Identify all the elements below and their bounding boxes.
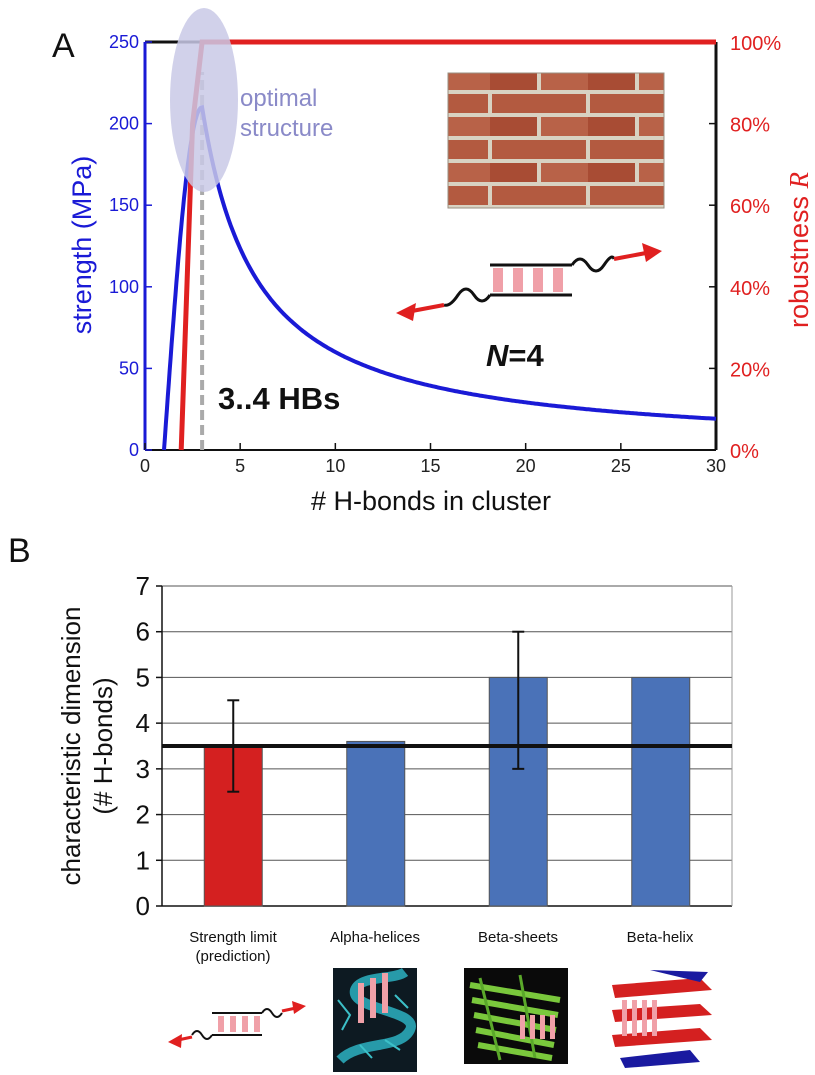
y-tick-label-b: 5 bbox=[136, 662, 150, 692]
bar bbox=[346, 740, 406, 907]
y-tick-label-left-a: 0 bbox=[129, 440, 139, 460]
y-tick-label-right-a: 60% bbox=[730, 196, 770, 218]
y-tick-label-left-a: 100 bbox=[109, 277, 139, 297]
optimal-structure-label-line1: optimal bbox=[240, 85, 317, 112]
y-axis-title-left-a: strength (MPa) bbox=[67, 156, 97, 335]
y-tick-label-right-a: 0% bbox=[730, 441, 759, 463]
category-label-4: Beta-helix bbox=[627, 929, 694, 946]
x-axis-title-a: # H-bonds in cluster bbox=[311, 486, 551, 516]
y-tick-label-right-a: 20% bbox=[730, 359, 770, 381]
optimal-region bbox=[170, 8, 238, 192]
panel-b-plot: 0 1 2 3 4 5 6 7 bbox=[136, 571, 733, 921]
optimal-structure-label-line2: structure bbox=[240, 115, 333, 142]
y-tick-label-left-a: 50 bbox=[119, 358, 139, 378]
strength-curve bbox=[162, 104, 717, 451]
panel-b-label: B bbox=[8, 532, 31, 570]
y-axis-title-right-main: robustness bbox=[784, 188, 814, 328]
x-tick-label-a: 15 bbox=[420, 456, 440, 476]
beta-sheet-image bbox=[464, 968, 568, 1064]
category-label-2: Alpha-helices bbox=[330, 929, 420, 946]
y-tick-label-b: 4 bbox=[136, 708, 150, 738]
category-label-1: Strength limit bbox=[189, 929, 277, 946]
y-tick-label-b: 3 bbox=[136, 754, 150, 784]
y-tick-label-b: 0 bbox=[136, 891, 150, 921]
y-tick-label-b: 1 bbox=[136, 845, 150, 875]
y-tick-label-b: 2 bbox=[136, 800, 150, 830]
x-tick-label-a: 25 bbox=[611, 456, 631, 476]
y-tick-label-left-a: 200 bbox=[109, 114, 139, 134]
n-annotation: N=4 bbox=[486, 338, 544, 373]
n-annotation-italic: N bbox=[486, 338, 509, 373]
y-axis-title-right-a: robustness R bbox=[784, 171, 814, 328]
y-tick-label-b: 6 bbox=[136, 617, 150, 647]
bar bbox=[631, 676, 691, 907]
category-label-1b: (prediction) bbox=[195, 948, 270, 965]
beta-helix-image bbox=[612, 970, 712, 1068]
y-tick-label-right-a: 80% bbox=[730, 115, 770, 137]
panel-a-plot: 0 5 10 15 20 25 30 0 50 100 150 200 250 0% 20% 40% 60% 80… bbox=[109, 32, 781, 476]
x-tick-label-a: 0 bbox=[140, 456, 150, 476]
y-axis-title-b-line2: (# H-bonds) bbox=[88, 677, 118, 814]
y-tick-label-right-a: 40% bbox=[730, 278, 770, 300]
x-tick-label-a: 20 bbox=[516, 456, 536, 476]
brick-wall-photo bbox=[447, 72, 665, 209]
y-axis-title-b-line1: characteristic dimension bbox=[56, 607, 86, 886]
x-tick-label-a: 5 bbox=[235, 456, 245, 476]
alpha-helix-image bbox=[333, 967, 417, 1072]
x-tick-label-a: 30 bbox=[706, 456, 726, 476]
y-tick-label-left-a: 150 bbox=[109, 195, 139, 215]
panel-a-label: A bbox=[52, 27, 75, 65]
y-tick-label-left-a: 250 bbox=[109, 32, 139, 52]
n-annotation-rest: =4 bbox=[508, 338, 544, 373]
category-label-3: Beta-sheets bbox=[478, 929, 558, 946]
hbond-cluster-schematic bbox=[396, 243, 662, 321]
y-tick-label-right-a: 100% bbox=[730, 33, 781, 55]
x-tick-label-a: 10 bbox=[325, 456, 345, 476]
hbs-annotation: 3..4 HBs bbox=[218, 381, 340, 416]
strength-limit-schematic bbox=[168, 1001, 306, 1048]
y-axis-title-right-italic: R bbox=[784, 171, 814, 189]
y-tick-label-b: 7 bbox=[136, 571, 150, 601]
